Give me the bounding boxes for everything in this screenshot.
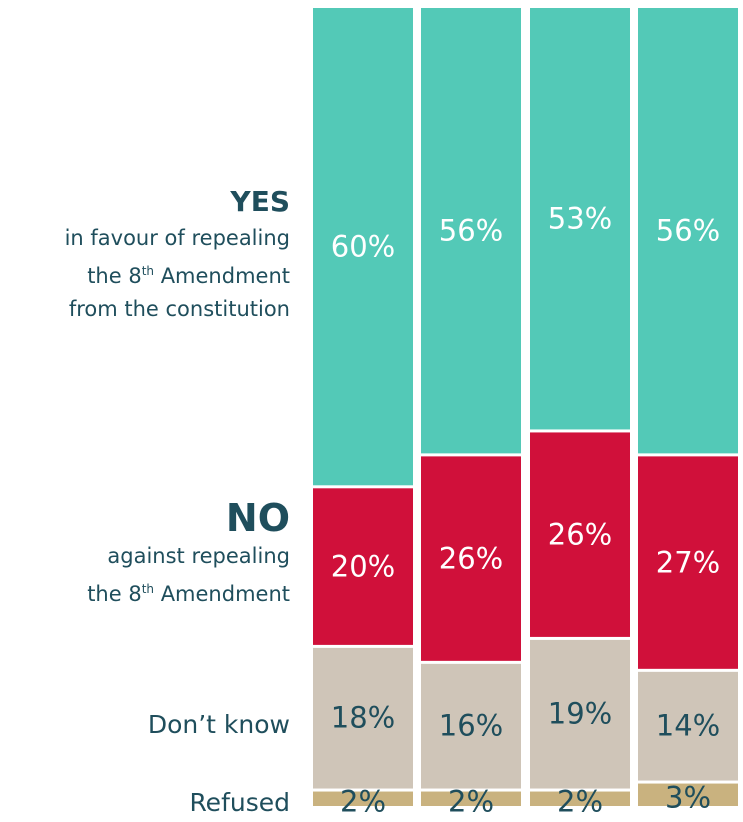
bar-4-refused-label: 3%	[664, 780, 712, 815]
bar-2-separator	[421, 453, 521, 457]
bar-1-separator	[313, 644, 413, 648]
bar-3-yes-label: 53%	[547, 201, 613, 236]
bar-3-dont-know-label: 19%	[547, 696, 613, 731]
bar-1-no-segment	[313, 486, 413, 647]
bar-1-no-label: 20%	[330, 549, 396, 584]
bar-3-no-label: 26%	[547, 517, 613, 552]
bar-1-dont-know-segment	[313, 646, 413, 791]
bar-2-separator	[421, 660, 521, 664]
bar-4-no-segment	[638, 454, 738, 671]
bar-2-separator	[421, 788, 521, 792]
legend-no-title: NO	[225, 496, 290, 540]
bar-1-refused-label: 2%	[339, 784, 387, 819]
legend-dont-know: Don’t know	[147, 710, 290, 739]
bar-1-refused-segment	[313, 790, 413, 806]
legend-no-line1: against repealing	[107, 544, 290, 568]
bar-3-no-segment	[530, 430, 630, 639]
bar-4-dont-know-label: 14%	[655, 708, 721, 743]
legend-yes: YES in favour of repealing the 8th Amend…	[65, 182, 290, 326]
bar-1-yes-label: 60%	[330, 229, 396, 264]
bar-3-separator	[530, 636, 630, 640]
legend-yes-line2: the 8th Amendment	[87, 264, 290, 288]
bar-1-separator	[313, 788, 413, 792]
bar-2-yes-label: 56%	[438, 213, 504, 248]
bar-2-refused-label: 2%	[447, 784, 495, 819]
bar-1-dont-know-label: 18%	[330, 700, 396, 735]
bar-3-separator	[530, 429, 630, 433]
legend-no: NO against repealing the 8th Amendment	[87, 496, 290, 611]
bar-4-yes-segment	[638, 8, 738, 455]
bar-3-yes-segment	[530, 8, 630, 431]
legend-no-line2: the 8th Amendment	[87, 582, 290, 606]
bar-4-separator	[638, 780, 738, 784]
bar-4-yes-label: 56%	[655, 213, 721, 248]
bar-4-separator	[638, 668, 738, 672]
bar-2-dont-know-label: 16%	[438, 708, 504, 743]
bar-3-refused-label: 2%	[556, 784, 604, 819]
legend-yes-line3: from the constitution	[68, 297, 290, 321]
bar-4-no-label: 27%	[655, 545, 721, 580]
bar-2-yes-segment	[421, 8, 521, 455]
legend-refused: Refused	[189, 788, 290, 817]
legend-yes-line1: in favour of repealing	[64, 226, 290, 250]
bar-4-separator	[638, 453, 738, 457]
legend-yes-title: YES	[230, 185, 290, 218]
bar-3-refused-segment	[530, 790, 630, 806]
bar-2-no-segment	[421, 454, 521, 663]
bar-3-separator	[530, 788, 630, 792]
bar-3-dont-know-segment	[530, 638, 630, 791]
bar-4-refused-segment	[638, 782, 738, 806]
bar-2-refused-segment	[421, 790, 521, 806]
bar-2-no-label: 26%	[438, 541, 504, 576]
bar-2-dont-know-segment	[421, 662, 521, 791]
bar-1-separator	[313, 485, 413, 489]
bar-4-dont-know-segment	[638, 670, 738, 783]
bar-1-yes-segment	[313, 8, 413, 487]
